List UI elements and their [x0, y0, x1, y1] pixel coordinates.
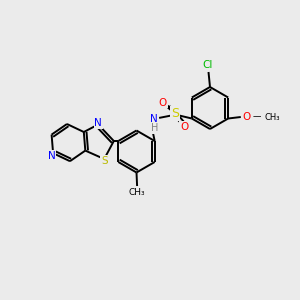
- Text: S: S: [101, 155, 107, 166]
- Text: O: O: [243, 112, 251, 122]
- Text: Cl: Cl: [203, 60, 213, 70]
- Text: N: N: [94, 118, 102, 128]
- Text: N: N: [48, 151, 56, 160]
- Text: O: O: [159, 98, 167, 108]
- Text: H: H: [151, 123, 158, 134]
- Text: CH₃: CH₃: [129, 188, 146, 197]
- Text: N: N: [150, 114, 158, 124]
- Text: CH₃: CH₃: [265, 112, 280, 122]
- Text: —: —: [253, 112, 261, 122]
- Text: S: S: [171, 107, 179, 121]
- Text: O: O: [180, 122, 188, 132]
